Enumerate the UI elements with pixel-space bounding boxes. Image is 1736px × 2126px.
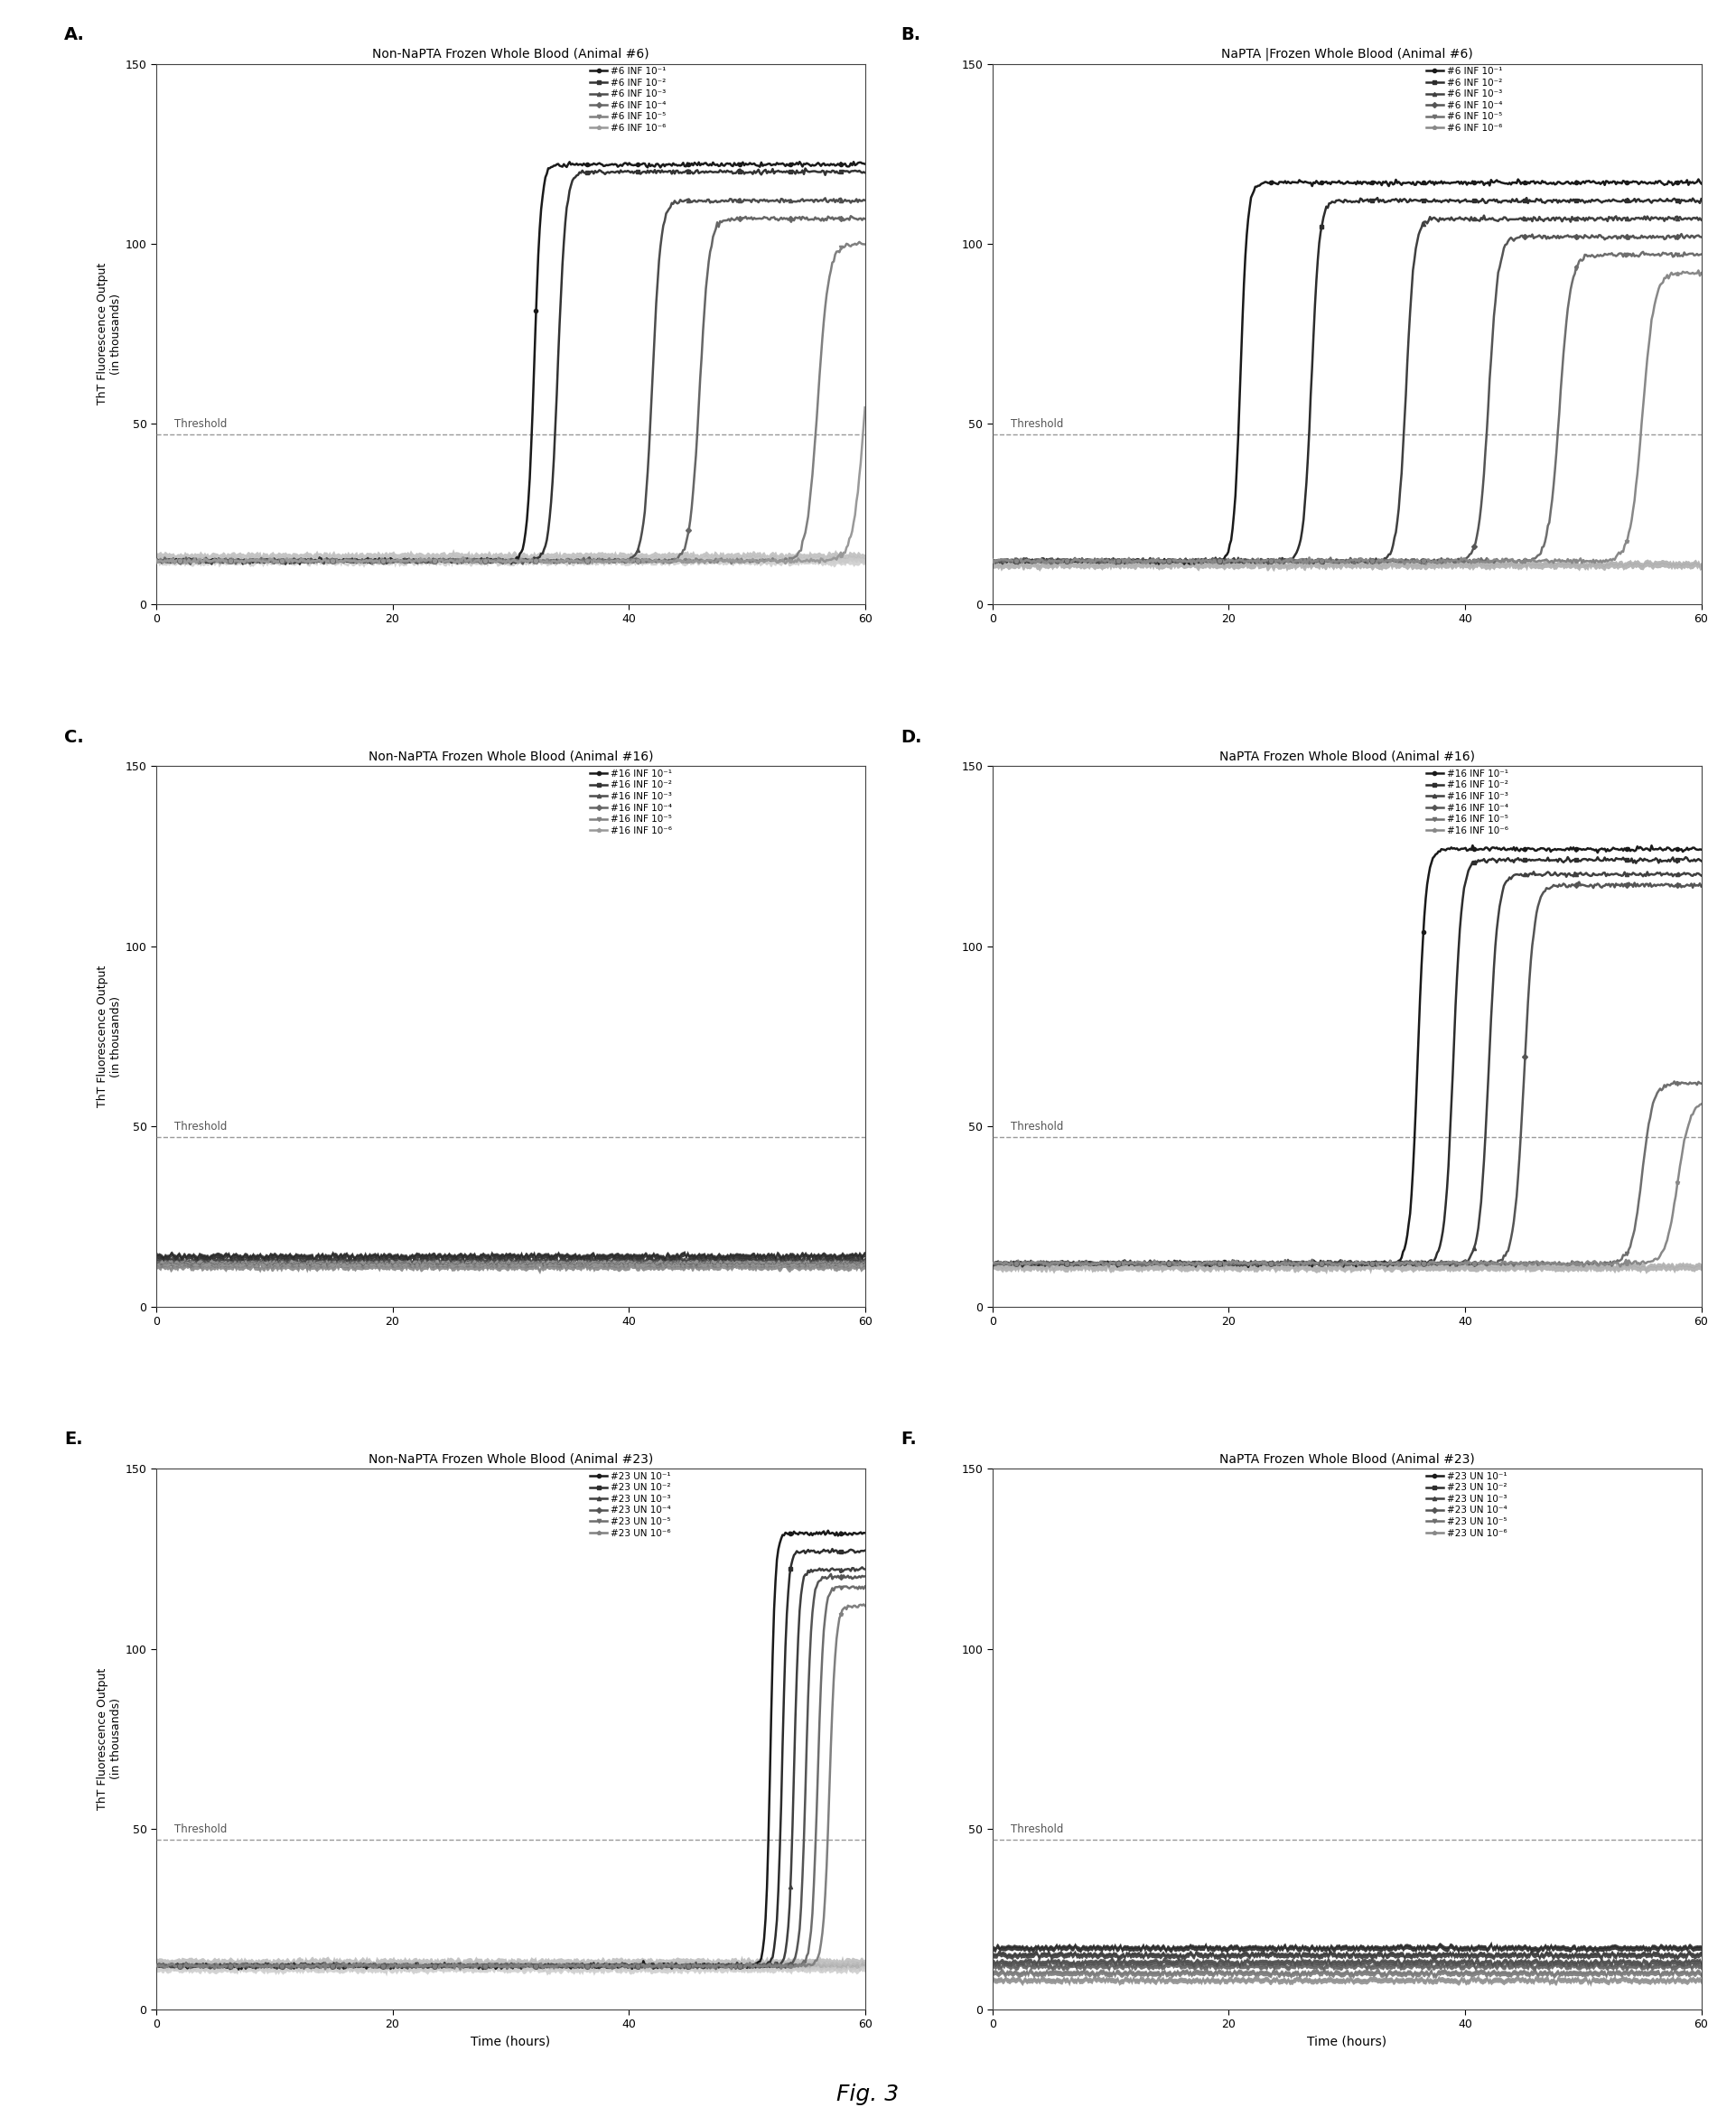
Text: Threshold: Threshold	[174, 1824, 227, 1835]
Title: Non-NaPTA Frozen Whole Blood (Animal #23): Non-NaPTA Frozen Whole Blood (Animal #23…	[368, 1452, 653, 1465]
Text: Threshold: Threshold	[1010, 419, 1062, 429]
Title: NaPTA Frozen Whole Blood (Animal #23): NaPTA Frozen Whole Blood (Animal #23)	[1219, 1452, 1474, 1465]
Text: Threshold: Threshold	[1010, 1120, 1062, 1133]
Legend: #6 INF 10⁻¹, #6 INF 10⁻², #6 INF 10⁻³, #6 INF 10⁻⁴, #6 INF 10⁻⁵, #6 INF 10⁻⁶: #6 INF 10⁻¹, #6 INF 10⁻², #6 INF 10⁻³, #…	[587, 64, 670, 136]
Text: F.: F.	[901, 1431, 917, 1448]
Title: NaPTA Frozen Whole Blood (Animal #16): NaPTA Frozen Whole Blood (Animal #16)	[1219, 750, 1474, 763]
Text: D.: D.	[901, 729, 922, 746]
Text: Threshold: Threshold	[174, 1120, 227, 1133]
Legend: #16 INF 10⁻¹, #16 INF 10⁻², #16 INF 10⁻³, #16 INF 10⁻⁴, #16 INF 10⁻⁵, #16 INF 10: #16 INF 10⁻¹, #16 INF 10⁻², #16 INF 10⁻³…	[587, 765, 675, 840]
Legend: #16 INF 10⁻¹, #16 INF 10⁻², #16 INF 10⁻³, #16 INF 10⁻⁴, #16 INF 10⁻⁵, #16 INF 10: #16 INF 10⁻¹, #16 INF 10⁻², #16 INF 10⁻³…	[1422, 765, 1512, 840]
Legend: #23 UN 10⁻¹, #23 UN 10⁻², #23 UN 10⁻³, #23 UN 10⁻⁴, #23 UN 10⁻⁵, #23 UN 10⁻⁶: #23 UN 10⁻¹, #23 UN 10⁻², #23 UN 10⁻³, #…	[1422, 1469, 1510, 1541]
Text: C.: C.	[64, 729, 83, 746]
Text: Threshold: Threshold	[174, 419, 227, 429]
Text: A.: A.	[64, 26, 85, 43]
Y-axis label: ThT Fluorescence Output
(in thousands): ThT Fluorescence Output (in thousands)	[95, 264, 122, 404]
Text: E.: E.	[64, 1431, 83, 1448]
Y-axis label: ThT Fluorescence Output
(in thousands): ThT Fluorescence Output (in thousands)	[95, 965, 122, 1108]
Legend: #23 UN 10⁻¹, #23 UN 10⁻², #23 UN 10⁻³, #23 UN 10⁻⁴, #23 UN 10⁻⁵, #23 UN 10⁻⁶: #23 UN 10⁻¹, #23 UN 10⁻², #23 UN 10⁻³, #…	[587, 1469, 675, 1541]
Title: NaPTA |Frozen Whole Blood (Animal #6): NaPTA |Frozen Whole Blood (Animal #6)	[1220, 47, 1472, 62]
Text: B.: B.	[901, 26, 920, 43]
Y-axis label: ThT Fluorescence Output
(in thousands): ThT Fluorescence Output (in thousands)	[95, 1669, 122, 1809]
Legend: #6 INF 10⁻¹, #6 INF 10⁻², #6 INF 10⁻³, #6 INF 10⁻⁴, #6 INF 10⁻⁵, #6 INF 10⁻⁶: #6 INF 10⁻¹, #6 INF 10⁻², #6 INF 10⁻³, #…	[1422, 64, 1507, 136]
Text: Threshold: Threshold	[1010, 1824, 1062, 1835]
Title: Non-NaPTA Frozen Whole Blood (Animal #16): Non-NaPTA Frozen Whole Blood (Animal #16…	[368, 750, 653, 763]
X-axis label: Time (hours): Time (hours)	[470, 2035, 550, 2047]
Text: Fig. 3: Fig. 3	[837, 2083, 899, 2105]
X-axis label: Time (hours): Time (hours)	[1307, 2035, 1387, 2047]
Title: Non-NaPTA Frozen Whole Blood (Animal #6): Non-NaPTA Frozen Whole Blood (Animal #6)	[372, 47, 649, 60]
